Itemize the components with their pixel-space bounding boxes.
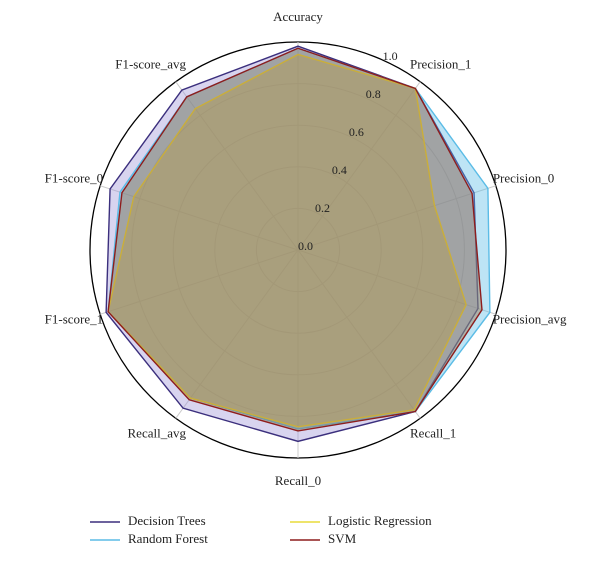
axis-label: F1-score_avg xyxy=(115,57,186,72)
series-area xyxy=(107,47,483,432)
axis-label: Precision_0 xyxy=(493,171,554,186)
axis-label: Precision_1 xyxy=(410,57,471,72)
r-tick-label: 0.0 xyxy=(298,239,313,253)
axis-label: Accuracy xyxy=(273,9,323,24)
r-tick-label: 0.2 xyxy=(315,201,330,215)
axis-label: Recall_0 xyxy=(275,473,321,488)
series-area xyxy=(105,45,479,443)
legend-label: SVM xyxy=(328,531,357,546)
r-tick-label: 0.4 xyxy=(332,163,347,177)
spoke xyxy=(297,81,421,251)
spoke xyxy=(297,185,496,251)
r-tick-label: 0.8 xyxy=(366,87,381,101)
r-tick-label: 0.6 xyxy=(349,125,364,139)
spoke xyxy=(175,81,299,251)
spoke xyxy=(100,249,299,315)
r-tick-label: 1.0 xyxy=(383,49,398,63)
legend-label: Decision Trees xyxy=(128,513,206,528)
axis-label: Recall_avg xyxy=(128,425,187,440)
series-area xyxy=(107,47,491,430)
series-area xyxy=(107,53,467,428)
axis-label: Recall_1 xyxy=(410,425,456,440)
axis-label: F1-score_1 xyxy=(45,311,104,326)
spoke xyxy=(297,249,421,419)
spoke xyxy=(175,249,299,419)
legend-label: Logistic Regression xyxy=(328,513,432,528)
spoke xyxy=(297,249,496,315)
axis-label: Precision_avg xyxy=(493,311,567,326)
axis-label: F1-score_0 xyxy=(45,171,104,186)
legend-label: Random Forest xyxy=(128,531,208,546)
